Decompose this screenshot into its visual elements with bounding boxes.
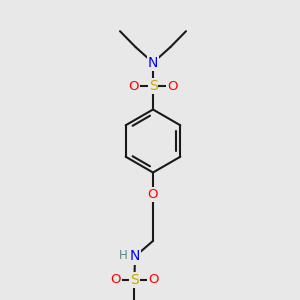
Text: N: N <box>130 250 140 263</box>
Text: O: O <box>148 273 159 286</box>
Text: O: O <box>167 80 178 93</box>
Text: H: H <box>118 249 127 262</box>
Text: O: O <box>129 80 139 93</box>
Text: S: S <box>130 273 139 287</box>
Text: O: O <box>110 273 121 286</box>
Text: N: N <box>148 56 158 70</box>
Text: S: S <box>148 79 158 93</box>
Text: O: O <box>148 188 158 201</box>
